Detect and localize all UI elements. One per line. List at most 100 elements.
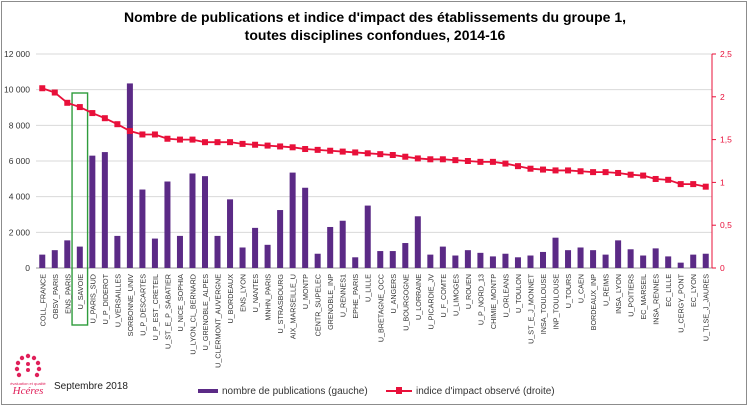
bar-publications <box>665 256 672 268</box>
x-tick-label: COLL_FRANCE <box>38 274 47 327</box>
logo-tagline: évaluation et qualité <box>10 381 46 386</box>
marker-impact <box>176 136 183 143</box>
x-tick-label: U_POITIERS <box>627 274 636 317</box>
x-tick-label: U_VERSAILLES <box>113 274 122 327</box>
y-right-tick-label: 1 <box>720 177 725 187</box>
bar-publications <box>227 199 234 268</box>
bar-publications <box>377 251 384 268</box>
y-right-tick-label: 0 <box>720 263 725 273</box>
bar-publications <box>514 257 521 268</box>
y-right-tick-label: 1,5 <box>720 135 732 145</box>
marker-impact <box>339 148 346 155</box>
marker-impact <box>327 147 334 154</box>
chart-title-line-1: Nombre de publications et indice d'impac… <box>124 9 626 25</box>
bar-publications <box>690 254 697 268</box>
x-tick-label: U_CAEN <box>577 274 586 303</box>
marker-impact <box>565 167 572 174</box>
bar-publications <box>464 250 471 268</box>
marker-impact <box>277 143 284 150</box>
bar-publications <box>139 189 146 268</box>
x-tick-label: U_LORRAINE <box>414 274 423 320</box>
bar-publications <box>477 252 484 268</box>
legend-swatch-line <box>386 387 412 395</box>
marker-impact <box>314 146 321 153</box>
marker-impact <box>377 151 384 158</box>
x-tick-label: EPHE_PARIS <box>351 274 360 319</box>
bar-publications <box>164 181 171 268</box>
marker-impact <box>702 183 709 190</box>
chart-title: Nombre de publications et indice d'impac… <box>0 8 750 44</box>
bar-publications <box>64 240 71 268</box>
x-tick-label: MNHN_PARIS <box>264 274 273 321</box>
bar-publications <box>702 253 709 268</box>
bar-publications <box>89 155 96 268</box>
bar-publications <box>189 173 196 268</box>
bar-publications <box>252 227 259 268</box>
bar-publications <box>539 251 547 268</box>
x-tick-label: BORDEAUX_INP <box>589 274 598 331</box>
marker-impact <box>227 139 234 146</box>
marker-impact <box>64 99 71 106</box>
bar-publications <box>201 176 209 268</box>
x-tick-label: U_CERGY_PONT <box>677 273 686 332</box>
x-tick-label: U_SAVOIE <box>76 274 85 310</box>
marker-impact <box>151 131 158 138</box>
x-tick-label: U_P_DIDEROT <box>101 273 110 324</box>
marker-impact <box>202 139 208 146</box>
marker-impact <box>189 136 196 143</box>
marker-impact <box>427 156 434 163</box>
y-left-tick-label: 6 000 <box>9 156 31 166</box>
marker-impact <box>76 104 83 111</box>
bar-publications <box>640 255 647 268</box>
marker-impact <box>51 89 58 96</box>
x-tick-label: INSA_LYON <box>614 274 623 314</box>
x-tick-label: U_GRENOBLE_ALPES <box>201 274 210 351</box>
marker-impact <box>464 158 471 164</box>
x-tick-label: GRENOBLE_INP <box>326 274 335 330</box>
legend-item-impact: indice d'impact observé (droite) <box>386 386 555 397</box>
x-tick-label: U_P_DESCARTES <box>138 274 147 336</box>
marker-impact <box>690 181 697 188</box>
x-tick-label: U_PARIS_SUD <box>88 274 97 323</box>
marker-impact <box>389 152 396 159</box>
x-tick-label: U_F_COMTE <box>439 274 448 318</box>
x-tick-label: AIX_MARSEILLE_U <box>289 274 298 339</box>
hceres-logo: Hcéres évaluation et qualité <box>6 348 50 400</box>
x-tick-label: U_RENNES1 <box>339 274 348 317</box>
marker-impact <box>677 181 684 188</box>
bar-publications <box>577 247 584 268</box>
x-tick-label: U_ORLEANS <box>501 274 510 318</box>
bar-publications <box>327 226 334 268</box>
x-tick-label: ENS_PARIS <box>63 274 72 314</box>
y-left-tick-label: 12 000 <box>4 49 30 59</box>
bar-publications <box>101 152 108 268</box>
marker-impact <box>402 153 409 160</box>
x-tick-label: OBSV_PARIS <box>51 274 60 319</box>
marker-impact <box>101 115 108 122</box>
x-tick-label: U_TOURS <box>564 274 573 308</box>
chart-title-line-2: toutes disciplines confondues, 2014-16 <box>244 27 506 43</box>
legend-item-publications: nombre de publications (gauche) <box>198 386 368 397</box>
marker-impact <box>540 166 546 173</box>
x-tick-label: U_LYON_CL_BERNARD <box>188 274 197 355</box>
marker-impact <box>452 157 459 164</box>
bar-publications <box>439 246 446 268</box>
marker-impact <box>114 121 121 128</box>
y-right-tick-label: 2,5 <box>720 49 732 59</box>
marker-impact <box>214 139 221 146</box>
marker-impact <box>640 172 647 179</box>
bar-publications <box>414 216 421 268</box>
hceres-logo-mark: Hcéres évaluation et qualité <box>10 353 47 397</box>
legend-swatch-bar <box>198 389 218 394</box>
marker-impact <box>652 175 659 182</box>
bar-publications <box>402 243 409 268</box>
bar-publications <box>239 247 246 268</box>
x-tick-label: U_TLSE_J_JAURES <box>702 274 711 341</box>
bar-publications <box>264 244 271 268</box>
marker-impact <box>615 169 622 176</box>
y-right-tick-label: 0,5 <box>720 220 732 230</box>
marker-impact <box>302 146 309 153</box>
x-tick-label: ENS_LYON <box>239 274 248 312</box>
x-tick-label: U_P_NORD_13 <box>476 274 485 325</box>
